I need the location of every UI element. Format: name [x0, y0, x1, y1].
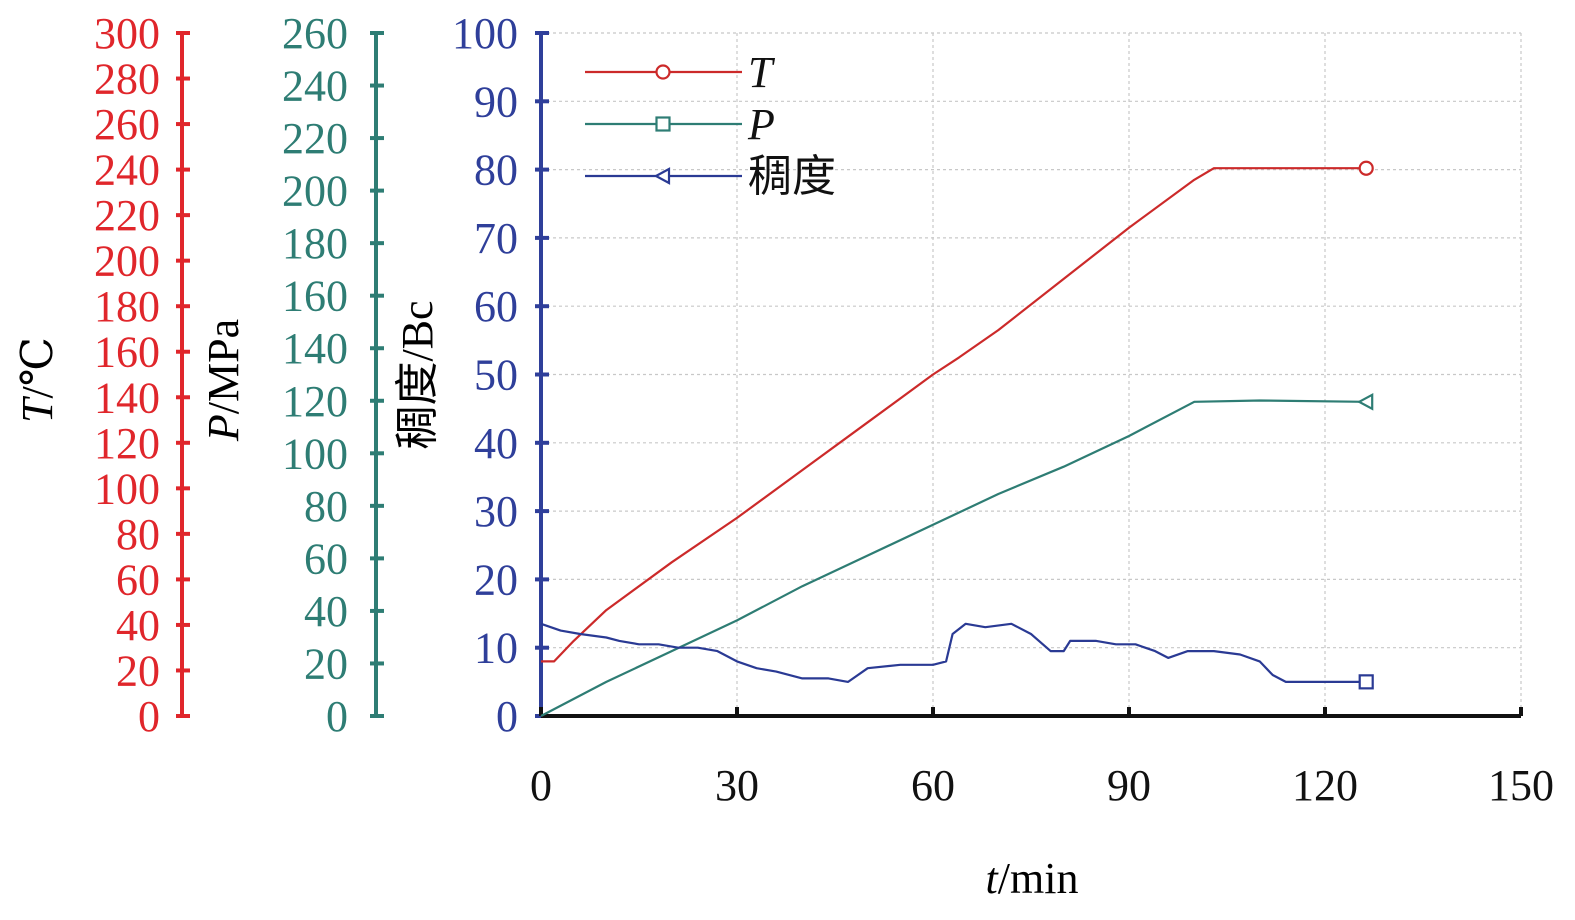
t-axis-tick-label: 80 — [116, 510, 160, 559]
bc-axis-tick-label: 80 — [474, 146, 518, 195]
legend-marker-1 — [655, 64, 671, 80]
grid — [541, 32, 1522, 716]
x-axis-tick-label: 120 — [1292, 761, 1358, 810]
bc-axis-title: 稠度/Bc — [393, 300, 442, 449]
bc-axis-tick-label: 60 — [474, 282, 518, 331]
bc-axis-tick-label: 30 — [474, 487, 518, 536]
t-axis-tick-label: 0 — [138, 692, 160, 741]
series-line-3 — [540, 622, 1365, 684]
series-end-marker-1 — [1358, 160, 1374, 176]
t-axis-tick-label: 260 — [94, 100, 160, 149]
legend-label-3: 稠度 — [748, 152, 836, 201]
p-axis-tick-label: 160 — [282, 272, 348, 321]
x-axis-tick-label: 90 — [1107, 761, 1151, 810]
t-axis-tick-label: 60 — [116, 555, 160, 604]
bc-axis-tick-label: 10 — [474, 624, 518, 673]
axis-titles: T/℃ P/MPa 稠度/Bc t/min — [13, 300, 1078, 903]
t-axis-tick-label: 300 — [94, 9, 160, 58]
legend-label-2: P — [747, 100, 775, 149]
bc-axis-tick-label: 90 — [474, 77, 518, 126]
t-axis-tick-label: 160 — [94, 328, 160, 377]
series-line-2 — [540, 399, 1365, 717]
x-axis-tick-label: 0 — [530, 761, 552, 810]
p-axis-tick-label: 140 — [282, 324, 348, 373]
p-axis-title: P/MPa — [199, 319, 248, 442]
series-line-1 — [541, 167, 1365, 663]
p-axis-tick-label: 60 — [304, 534, 348, 583]
p-axis-tick-label: 260 — [282, 9, 348, 58]
p-axis-tick-label: 40 — [304, 587, 348, 636]
p-axis-tick-label: 0 — [326, 692, 348, 741]
p-axis-tick-label: 200 — [282, 167, 348, 216]
t-axis-title: T/℃ — [13, 337, 62, 423]
p-axis-tick-label: 240 — [282, 62, 348, 111]
bc-axis-tick-label: 50 — [474, 351, 518, 400]
x-axis-tick-label: 150 — [1488, 761, 1554, 810]
t-axis-tick-label: 180 — [94, 282, 160, 331]
x-axis-tick-label: 30 — [715, 761, 759, 810]
p-axis-tick-label: 180 — [282, 219, 348, 268]
p-axis-tick-label: 20 — [304, 639, 348, 688]
series-lines — [540, 160, 1374, 717]
series-end-marker-3 — [1358, 674, 1374, 690]
bc-axis-tick-label: 100 — [452, 9, 518, 58]
series-end-marker-2 — [1356, 392, 1374, 411]
t-axis-tick-label: 40 — [116, 601, 160, 650]
t-axis-tick-label: 240 — [94, 146, 160, 195]
legend-marker-3 — [653, 167, 671, 185]
t-axis-tick-label: 200 — [94, 237, 160, 286]
axes: 0204060801001201401601802002202402602803… — [94, 9, 1554, 810]
legend-marker-2 — [655, 116, 671, 132]
bc-axis-tick-label: 40 — [474, 419, 518, 468]
t-axis-tick-label: 140 — [94, 373, 160, 422]
x-axis-title: t/min — [986, 854, 1079, 903]
t-axis-tick-label: 280 — [94, 55, 160, 104]
t-axis-tick-label: 100 — [94, 464, 160, 513]
t-axis-tick-label: 220 — [94, 191, 160, 240]
p-axis-tick-label: 80 — [304, 482, 348, 531]
legend-label-1: T — [748, 48, 776, 97]
t-axis-tick-label: 20 — [116, 646, 160, 695]
x-axis-tick-label: 60 — [911, 761, 955, 810]
bc-axis-tick-label: 20 — [474, 555, 518, 604]
t-axis-tick-label: 120 — [94, 419, 160, 468]
p-axis-tick-label: 220 — [282, 114, 348, 163]
bc-axis-tick-label: 0 — [496, 692, 518, 741]
p-axis-tick-label: 100 — [282, 429, 348, 478]
bc-axis-tick-label: 70 — [474, 214, 518, 263]
p-axis-tick-label: 120 — [282, 377, 348, 426]
